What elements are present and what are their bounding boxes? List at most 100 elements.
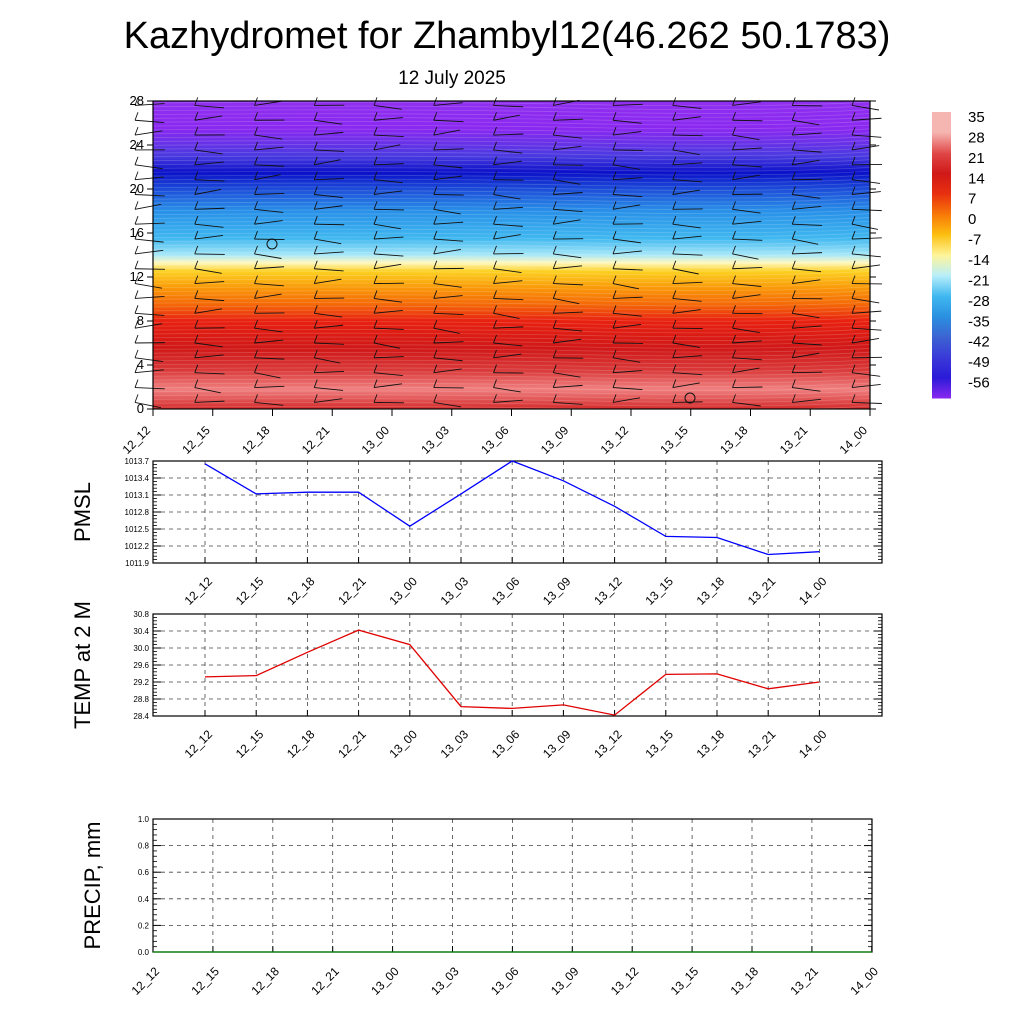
heatmap-xtick-label: 13_12 bbox=[598, 423, 632, 457]
colorbar-label: -14 bbox=[968, 252, 990, 269]
colorbar-label: 0 bbox=[968, 211, 976, 228]
colorbar-label: -7 bbox=[968, 232, 981, 249]
colorbar-segment bbox=[932, 316, 951, 337]
xtick-label: 13_09 bbox=[540, 727, 574, 761]
xtick-label: 14_00 bbox=[847, 964, 881, 998]
ytick-label: 0.2 bbox=[138, 921, 150, 930]
heatmap-xtick-label: 14_00 bbox=[837, 423, 871, 457]
wind-barb bbox=[792, 372, 822, 373]
xtick-label: 13_15 bbox=[642, 574, 676, 608]
ytick-label: 1012.5 bbox=[125, 525, 150, 534]
xtick-label: 12_18 bbox=[248, 964, 282, 998]
xtick-label: 13_00 bbox=[386, 574, 420, 608]
colorbar-label: 7 bbox=[968, 191, 976, 208]
wind-barb bbox=[733, 120, 763, 121]
heatmap-xtick-label: 13_21 bbox=[777, 423, 811, 457]
xtick-label: 13_21 bbox=[745, 727, 779, 761]
wind-barb-flag bbox=[135, 157, 138, 165]
xtick-label: 12_18 bbox=[284, 727, 318, 761]
ytick-label: 30.8 bbox=[133, 610, 149, 619]
colorbar-label: -56 bbox=[968, 375, 990, 392]
wind-barb bbox=[733, 387, 763, 388]
xtick-label: 13_06 bbox=[489, 574, 523, 608]
heatmap-ytick-label: 0 bbox=[137, 401, 144, 416]
colorbar-segment bbox=[932, 112, 951, 133]
xtick-label: 13_03 bbox=[438, 727, 472, 761]
xtick-label: 13_09 bbox=[540, 574, 574, 608]
heatmap-xtick-label: 13_09 bbox=[538, 423, 572, 457]
xtick-label: 13_03 bbox=[428, 964, 462, 998]
ytick-label: 0.8 bbox=[138, 842, 150, 851]
wind-barb bbox=[374, 209, 404, 210]
wind-barb-flag bbox=[135, 335, 138, 343]
heatmap-ytick-label: 4 bbox=[137, 357, 144, 372]
xtick-label: 13_03 bbox=[438, 574, 472, 608]
heatmap-ytick-label: 20 bbox=[130, 181, 144, 196]
xtick-label: 12_15 bbox=[189, 964, 223, 998]
ytick-label: 1012.2 bbox=[125, 542, 150, 551]
xtick-label: 12_21 bbox=[308, 964, 342, 998]
heatmap-xtick-label: 12_18 bbox=[239, 423, 273, 457]
chart-title: Kazhydromet for Zhambyl12(46.262 50.1783… bbox=[124, 15, 891, 57]
wind-barb bbox=[494, 180, 524, 181]
xtick-label: 12_12 bbox=[129, 964, 163, 998]
ytick-label: 1012.8 bbox=[125, 508, 150, 517]
wind-barb bbox=[792, 105, 822, 106]
xtick-label: 13_06 bbox=[488, 964, 522, 998]
xtick-label: 14_00 bbox=[796, 574, 830, 608]
wind-barb-flag bbox=[135, 290, 138, 298]
xtick-label: 13_12 bbox=[591, 727, 625, 761]
ytick-label: 29.6 bbox=[133, 661, 149, 670]
wind-barb-flag bbox=[135, 201, 138, 209]
ytick-label: 1.0 bbox=[138, 815, 150, 824]
axis-ylabel: PMSL bbox=[70, 482, 95, 542]
colorbar-segment bbox=[932, 275, 951, 296]
heatmap-xtick-label: 13_03 bbox=[418, 423, 452, 457]
xtick-label: 12_15 bbox=[233, 727, 267, 761]
colorbar-label: 35 bbox=[968, 109, 985, 126]
wind-barb-flag bbox=[135, 127, 138, 135]
xtick-label: 12_12 bbox=[182, 727, 216, 761]
colorbar-label: 21 bbox=[968, 150, 985, 167]
wind-barb bbox=[195, 254, 225, 255]
heatmap-ytick-label: 28 bbox=[130, 93, 144, 108]
heatmap-ytick-label: 24 bbox=[130, 137, 144, 152]
xtick-label: 13_15 bbox=[668, 964, 702, 998]
colorbar-label: -42 bbox=[968, 334, 990, 351]
colorbar-segment bbox=[932, 132, 951, 153]
xtick-label: 13_12 bbox=[591, 574, 625, 608]
heatmap-xtick-label: 13_00 bbox=[359, 423, 393, 457]
colorbar-segment bbox=[932, 194, 951, 215]
colorbar-segment bbox=[932, 153, 951, 174]
axis-ylabel: PRECIP, mm bbox=[80, 822, 105, 950]
colorbar-label: -35 bbox=[968, 313, 990, 330]
xtick-label: 13_15 bbox=[642, 727, 676, 761]
xtick-label: 13_18 bbox=[728, 964, 762, 998]
colorbar-label: -21 bbox=[968, 272, 990, 289]
heatmap-ytick-label: 16 bbox=[130, 225, 144, 240]
wind-barb bbox=[434, 195, 464, 196]
colorbar-label: 14 bbox=[968, 170, 985, 187]
wind-barb bbox=[673, 135, 703, 136]
wind-barb-flag bbox=[135, 172, 138, 180]
ytick-label: 0.4 bbox=[138, 895, 150, 904]
heatmap-xtick-label: 13_18 bbox=[717, 423, 751, 457]
ytick-label: 0.6 bbox=[138, 868, 150, 877]
xtick-label: 13_21 bbox=[788, 964, 822, 998]
wind-barb-flag bbox=[135, 380, 138, 388]
ytick-label: 28.4 bbox=[133, 712, 149, 721]
wind-barb bbox=[314, 224, 344, 225]
colorbar-segment bbox=[932, 337, 951, 358]
colorbar-label: 28 bbox=[968, 129, 985, 146]
chart-subtitle: 12 July 2025 bbox=[398, 68, 506, 89]
wind-barb-flag bbox=[135, 246, 138, 254]
xtick-label: 13_18 bbox=[694, 727, 728, 761]
xtick-label: 12_18 bbox=[284, 574, 318, 608]
xtick-label: 14_00 bbox=[796, 727, 830, 761]
wind-barb-flag bbox=[135, 112, 138, 120]
colorbar-label: -28 bbox=[968, 293, 990, 310]
xtick-label: 13_21 bbox=[745, 574, 779, 608]
ytick-label: 30.0 bbox=[133, 644, 149, 653]
heatmap-xtick-label: 13_15 bbox=[657, 423, 691, 457]
